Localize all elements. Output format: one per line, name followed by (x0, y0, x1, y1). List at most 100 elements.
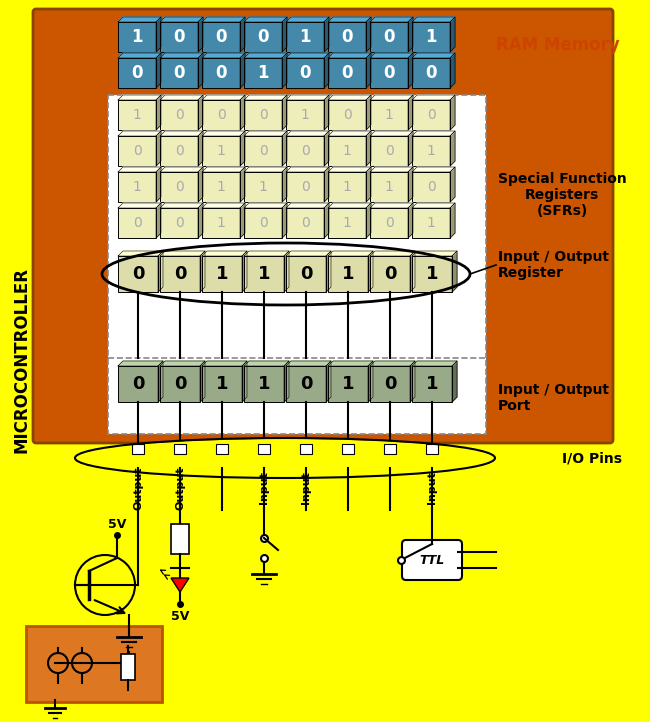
Bar (328, 172, 366, 202)
Bar (171, 524, 189, 554)
Polygon shape (366, 203, 371, 238)
Polygon shape (118, 167, 161, 172)
Text: 0: 0 (174, 265, 187, 283)
Text: 1: 1 (343, 144, 352, 158)
Bar (118, 100, 156, 130)
Text: 5V: 5V (171, 610, 189, 623)
Text: 1: 1 (385, 180, 393, 194)
Text: Output: Output (175, 466, 185, 510)
Polygon shape (118, 361, 163, 366)
Bar (118, 172, 156, 202)
Bar (108, 95, 486, 395)
Text: 0: 0 (132, 375, 144, 393)
Text: 0: 0 (300, 144, 309, 158)
Text: Input / Output
Port: Input / Output Port (498, 383, 609, 413)
Bar (412, 208, 450, 238)
Polygon shape (156, 95, 161, 130)
Text: 1: 1 (299, 28, 311, 46)
Polygon shape (198, 17, 203, 52)
Polygon shape (286, 361, 331, 366)
Bar (244, 256, 284, 292)
Polygon shape (410, 361, 415, 402)
Bar (370, 58, 408, 88)
Polygon shape (286, 251, 331, 256)
Bar (286, 136, 324, 166)
Polygon shape (366, 95, 371, 130)
Bar (244, 100, 282, 130)
Text: 0: 0 (133, 216, 142, 230)
Bar (370, 366, 410, 402)
Bar (202, 366, 242, 402)
Bar (202, 208, 240, 238)
Bar (412, 100, 450, 130)
Polygon shape (202, 167, 245, 172)
Ellipse shape (76, 439, 494, 477)
Bar (160, 58, 198, 88)
Polygon shape (326, 251, 331, 292)
FancyBboxPatch shape (402, 540, 462, 580)
Bar (286, 172, 324, 202)
Polygon shape (328, 53, 371, 58)
Polygon shape (198, 203, 203, 238)
Text: 0: 0 (215, 28, 227, 46)
Bar (342, 444, 354, 454)
Bar (370, 100, 408, 130)
Polygon shape (160, 203, 203, 208)
Bar (370, 22, 408, 52)
Polygon shape (244, 53, 287, 58)
Polygon shape (370, 203, 413, 208)
Text: 1: 1 (216, 265, 228, 283)
Text: Output: Output (133, 466, 143, 510)
Text: 0: 0 (259, 216, 267, 230)
Bar (202, 22, 240, 52)
Text: 0: 0 (300, 180, 309, 194)
Text: 1: 1 (425, 28, 437, 46)
Polygon shape (286, 131, 329, 136)
Polygon shape (408, 17, 413, 52)
Bar (160, 136, 198, 166)
Bar (216, 444, 228, 454)
Bar (328, 58, 366, 88)
Text: 1: 1 (342, 375, 354, 393)
Bar (328, 366, 368, 402)
Text: 0: 0 (385, 144, 393, 158)
Bar (118, 22, 156, 52)
Bar (300, 444, 312, 454)
Bar (384, 444, 396, 454)
Polygon shape (412, 131, 455, 136)
Text: I/O Pins: I/O Pins (562, 451, 622, 465)
Polygon shape (160, 361, 205, 366)
Text: 0: 0 (174, 28, 185, 46)
Polygon shape (244, 251, 289, 256)
Polygon shape (240, 95, 245, 130)
Text: 0: 0 (299, 64, 311, 82)
Text: 1: 1 (342, 265, 354, 283)
Bar (286, 58, 324, 88)
Polygon shape (202, 17, 245, 22)
Polygon shape (366, 17, 371, 52)
Bar (202, 136, 240, 166)
Bar (328, 22, 366, 52)
Polygon shape (450, 131, 455, 166)
Polygon shape (244, 361, 289, 366)
Bar (160, 366, 200, 402)
Polygon shape (324, 131, 329, 166)
Polygon shape (324, 203, 329, 238)
Bar (244, 366, 284, 402)
Text: 0: 0 (426, 108, 436, 122)
Polygon shape (370, 167, 413, 172)
Text: 0: 0 (215, 64, 227, 82)
Text: 1: 1 (216, 375, 228, 393)
Polygon shape (240, 17, 245, 52)
Polygon shape (244, 167, 287, 172)
Bar (244, 136, 282, 166)
Polygon shape (200, 251, 205, 292)
Bar (370, 256, 410, 292)
Polygon shape (408, 131, 413, 166)
Polygon shape (202, 53, 245, 58)
Text: 0: 0 (384, 265, 396, 283)
Polygon shape (370, 53, 413, 58)
Bar (244, 172, 282, 202)
Bar (174, 444, 186, 454)
Bar (118, 366, 158, 402)
